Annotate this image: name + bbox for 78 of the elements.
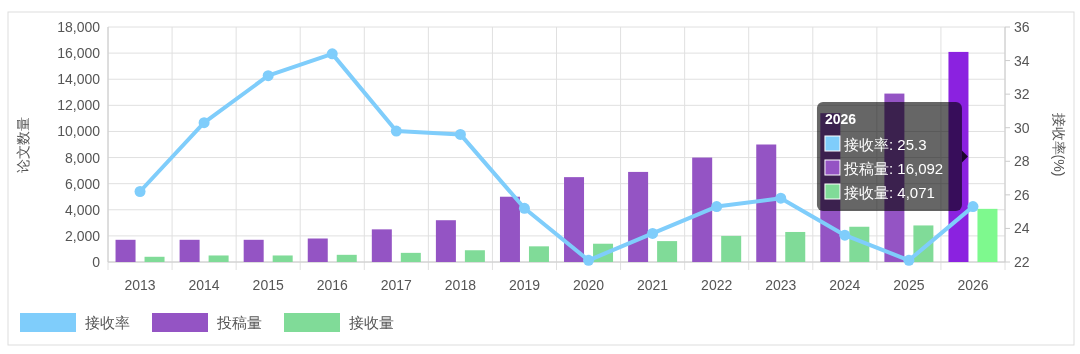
y-tick-label: 0 — [92, 254, 101, 270]
y2-tick-label: 24 — [1014, 220, 1030, 237]
bar — [564, 177, 585, 262]
bar — [400, 252, 421, 262]
bar — [528, 246, 549, 262]
point — [583, 254, 595, 266]
y2-tick-label: 32 — [1014, 86, 1030, 103]
legend-label: 接收量 — [349, 314, 394, 331]
x-tick-label: 2021 — [637, 277, 669, 293]
bar — [628, 171, 649, 262]
annotation: 接收率: 25.3 — [843, 136, 927, 153]
annotation: 投稿量: 16,092 — [842, 160, 944, 177]
bar — [307, 238, 328, 262]
y-tick-label: 8,000 — [64, 149, 101, 166]
x-tick-label: 2019 — [508, 277, 541, 293]
point — [711, 201, 723, 213]
y2-tick-label: 22 — [1014, 254, 1030, 270]
point — [390, 125, 402, 137]
bar — [336, 254, 357, 262]
bar — [371, 229, 392, 262]
y-tick-label: 12,000 — [57, 97, 101, 114]
x-tick-label: 2014 — [188, 277, 220, 293]
y2-tick-label: 26 — [1014, 186, 1030, 203]
y2-tick-label: 30 — [1014, 119, 1030, 136]
bar — [144, 256, 165, 262]
bar — [272, 255, 293, 262]
y-axis-title: 论文数量 — [15, 116, 31, 173]
legend-label: 接收率 — [85, 314, 130, 331]
annotation: 接收量: 4,071 — [843, 184, 935, 201]
bar — [115, 239, 136, 262]
y2-tick-label: 34 — [1014, 52, 1030, 69]
x-tick-label: 2023 — [765, 277, 797, 293]
bar — [657, 241, 678, 262]
x-tick-label: 2018 — [444, 277, 477, 293]
annotation: 2026 — [824, 111, 857, 127]
x-tick-label: 2020 — [572, 277, 605, 293]
x-tick-label: 2015 — [252, 277, 284, 293]
bar — [721, 235, 742, 262]
x-tick-label: 2017 — [380, 277, 413, 293]
x-tick-label: 2013 — [124, 277, 156, 293]
y2-tick-label: 28 — [1014, 153, 1030, 170]
legend-label: 投稿量 — [216, 314, 262, 331]
point — [839, 229, 851, 241]
bar — [756, 144, 777, 262]
bar — [435, 220, 456, 262]
point — [326, 48, 338, 60]
point — [647, 227, 659, 239]
y-tick-label: 10,000 — [57, 123, 101, 140]
point — [454, 128, 466, 140]
y2-axis-title: 接收率(%) — [1051, 112, 1067, 177]
x-tick-label: 2024 — [829, 277, 861, 293]
bar — [692, 157, 713, 262]
point — [198, 117, 210, 129]
point — [262, 70, 274, 82]
bar — [977, 208, 998, 262]
bar — [464, 250, 485, 262]
x-tick-label: 2016 — [316, 277, 349, 293]
y-tick-label: 2,000 — [64, 227, 101, 244]
bar — [499, 196, 520, 262]
x-tick-label: 2026 — [957, 277, 989, 293]
y-tick-label: 6,000 — [64, 175, 101, 192]
point — [967, 201, 979, 213]
x-tick-label: 2025 — [893, 277, 925, 293]
point — [134, 186, 146, 197]
bar — [179, 239, 200, 262]
point — [518, 202, 530, 214]
y-tick-label: 14,000 — [57, 71, 101, 88]
y-tick-label: 16,000 — [57, 45, 101, 62]
bar — [208, 255, 229, 262]
y-tick-label: 18,000 — [57, 19, 101, 35]
point — [903, 254, 915, 266]
y2-tick-label: 36 — [1014, 19, 1030, 35]
point — [775, 192, 787, 204]
x-tick-label: 2022 — [701, 277, 733, 293]
y-tick-label: 4,000 — [64, 201, 101, 218]
bar — [243, 239, 264, 262]
bar — [785, 231, 806, 262]
bar — [948, 51, 969, 262]
